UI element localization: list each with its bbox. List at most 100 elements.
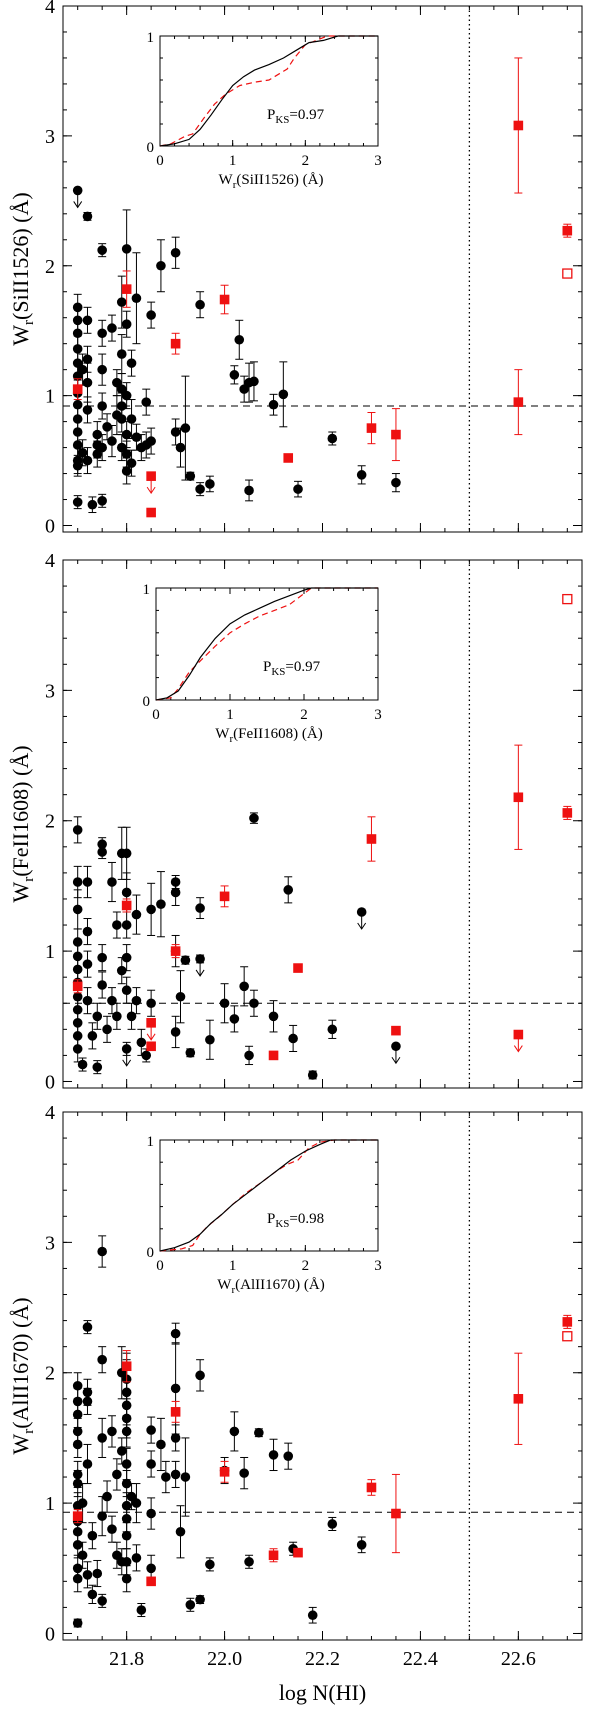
- data-point-black: [131, 1553, 142, 1563]
- inset-x-axis-label: Wr(AlII1670) (Å): [217, 1277, 324, 1296]
- data-point-red: [121, 284, 132, 294]
- data-point-black: [82, 1459, 93, 1469]
- data-point-black: [131, 293, 142, 304]
- data-point-red: [366, 834, 377, 844]
- data-point-black: [126, 1011, 137, 1022]
- data-point-black: [195, 954, 205, 964]
- data-point-black: [72, 185, 83, 196]
- data-point-black: [121, 449, 132, 459]
- data-point-black: [131, 995, 142, 1006]
- data-point-black: [97, 1433, 107, 1443]
- y-tick-label: 1: [45, 386, 55, 408]
- data-point-black: [268, 1450, 279, 1460]
- data-point-black: [356, 907, 367, 917]
- data-point-black: [82, 1570, 93, 1580]
- data-point-black: [82, 211, 93, 222]
- inset-cdf-black-line: [159, 1139, 378, 1252]
- data-point-black: [112, 1011, 122, 1022]
- data-point-black: [77, 1550, 88, 1561]
- x-tick-label: 22.4: [403, 1648, 438, 1670]
- data-point-black: [121, 920, 132, 930]
- data-point-black: [131, 1498, 142, 1508]
- data-point-black: [327, 1024, 338, 1035]
- data-point-red: [283, 453, 294, 463]
- data-point-black: [249, 376, 259, 387]
- data-point-red-open: [562, 593, 573, 605]
- inset-pks-label: PKS=0.98: [267, 1211, 324, 1230]
- data-point-red: [146, 1018, 156, 1028]
- data-point-red: [293, 1547, 303, 1558]
- data-point-black: [121, 319, 132, 329]
- y-tick-label: 0: [45, 516, 55, 538]
- data-point-black: [107, 995, 117, 1006]
- data-point-black: [283, 885, 294, 895]
- data-point-black: [170, 1027, 181, 1037]
- data-point-black: [82, 377, 93, 388]
- data-point-red: [170, 1407, 181, 1417]
- data-point-black: [180, 1472, 191, 1482]
- data-point-black: [126, 458, 137, 468]
- data-point-black: [102, 422, 112, 432]
- y-tick-label: 4: [45, 550, 55, 572]
- x-tick-label: 22.2: [305, 1648, 340, 1670]
- data-point-black: [82, 995, 93, 1006]
- y-tick-label: 4: [45, 1102, 55, 1124]
- data-point-black: [131, 432, 142, 442]
- data-point-black: [170, 247, 181, 258]
- inset-x-label-main: W: [219, 172, 234, 188]
- data-point-black: [72, 1439, 83, 1450]
- data-point-black: [72, 825, 83, 835]
- data-point-black: [146, 310, 156, 320]
- data-point-red: [513, 120, 524, 131]
- data-point-black: [121, 848, 132, 859]
- data-point-red: [219, 891, 230, 902]
- data-point-black: [146, 1563, 156, 1574]
- data-point-black: [97, 442, 107, 453]
- data-point-black: [391, 1041, 401, 1052]
- data-point-black: [249, 813, 259, 823]
- data-point-black: [72, 497, 83, 507]
- data-point-black: [195, 1370, 205, 1381]
- inset-pks-label: PKS=0.97: [263, 659, 321, 678]
- data-point-black: [87, 1031, 98, 1041]
- data-point-black: [121, 1044, 132, 1054]
- data-point-red: [293, 963, 303, 973]
- data-point-black: [87, 1589, 98, 1600]
- data-point-black: [72, 399, 83, 410]
- y-tick-label: 3: [45, 126, 55, 148]
- data-point-red: [72, 981, 83, 992]
- data-point-red: [146, 1041, 156, 1052]
- y-tick-label: 2: [45, 811, 55, 833]
- data-point-black: [185, 1600, 196, 1610]
- data-point-black: [121, 985, 132, 996]
- data-point-black: [249, 998, 259, 1009]
- inset-x-tick-label: 3: [374, 707, 382, 723]
- data-point-black: [141, 397, 152, 407]
- data-point-red: [562, 1317, 573, 1327]
- data-point-black: [116, 349, 127, 359]
- data-point-red: [146, 1576, 156, 1587]
- y-axis-label-main: W: [8, 325, 33, 346]
- y-tick-label: 0: [45, 1071, 55, 1093]
- x-tick-label: 22.0: [207, 1648, 242, 1670]
- y-axis-label-sub: r: [21, 877, 37, 882]
- data-point-black: [268, 1011, 279, 1022]
- data-point-black: [195, 903, 205, 913]
- y-tick-label: 4: [45, 0, 55, 18]
- data-point-black: [97, 1596, 107, 1606]
- pks-main: P: [263, 659, 271, 675]
- pks-main: P: [267, 1211, 275, 1227]
- data-point-black: [195, 1594, 205, 1605]
- data-point-black: [97, 839, 107, 850]
- data-point-black: [121, 887, 132, 898]
- inset-x-tick-label: 0: [152, 707, 160, 723]
- data-point-black: [82, 926, 93, 937]
- data-point-black: [92, 1062, 103, 1072]
- data-point-black: [72, 1478, 83, 1489]
- inset-frame: [159, 35, 379, 147]
- data-point-black: [146, 904, 156, 915]
- data-point-black: [307, 1610, 318, 1621]
- inset-cdf: 0 1 2 3 0 1 PKS=0.97 Wr(FeII1608) (Å): [143, 582, 382, 745]
- data-point-black: [254, 1427, 264, 1438]
- data-point-black: [131, 909, 142, 920]
